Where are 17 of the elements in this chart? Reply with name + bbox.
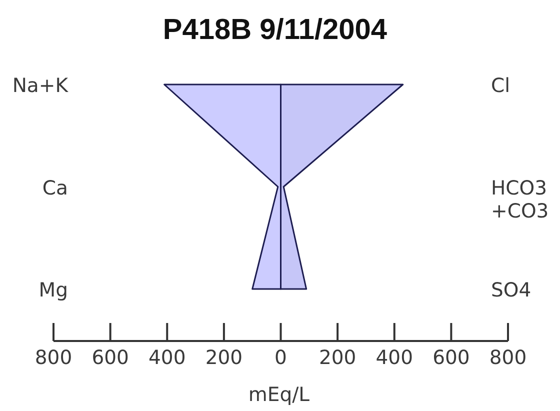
y-tick-label: Mg xyxy=(38,278,68,302)
y-tick-label: Na+K xyxy=(12,74,70,97)
x-tick-label: 200 xyxy=(318,346,356,369)
chart-title: P418B 9/11/2004 xyxy=(162,14,388,46)
x-axis-title: mEq/L xyxy=(248,383,310,406)
y-tick-label: Ca xyxy=(42,176,68,200)
x-tick-label: 600 xyxy=(92,346,129,369)
y2-tick-label: HCO3 +CO3 xyxy=(491,176,549,222)
x-tick-label: 0 xyxy=(274,346,287,369)
y2-tick-label: Cl xyxy=(491,74,510,97)
x-tick-label: 800 xyxy=(34,346,72,369)
x-tick-label: 800 xyxy=(489,346,527,369)
x-tick-label: 200 xyxy=(205,346,243,369)
x-tick-label: 600 xyxy=(432,346,470,369)
y2-tick-label: SO4 xyxy=(491,278,532,302)
x-tick-label: 400 xyxy=(376,346,413,369)
x-tick-label: 400 xyxy=(148,346,186,369)
